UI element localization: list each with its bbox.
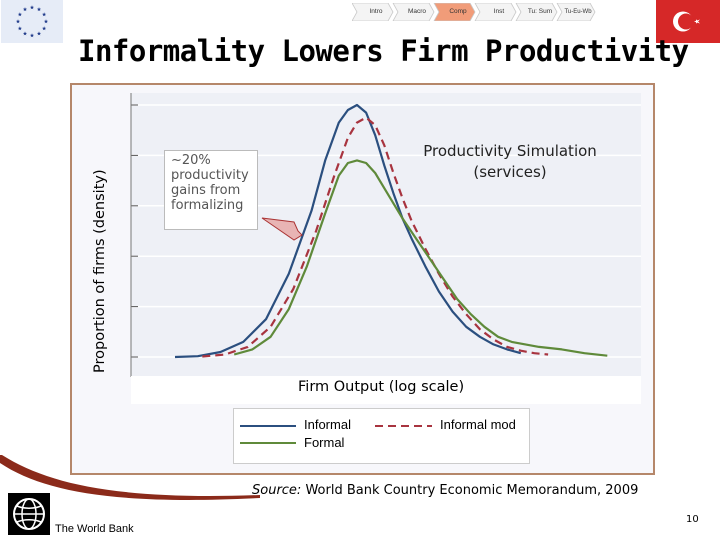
legend-label-formal: Formal — [304, 435, 345, 450]
nav-chevron-shape — [433, 3, 476, 21]
eu-star-icon — [36, 7, 42, 12]
x-axis-label: Firm Output (log scale) — [298, 379, 465, 395]
nav-item-macro[interactable]: Macro — [407, 7, 427, 15]
page-title: Informality Lowers Firm Productivity — [78, 34, 689, 68]
legend-label-informal: Informal — [304, 417, 351, 432]
y-ticks — [130, 93, 138, 377]
eu-star-icon — [42, 12, 47, 17]
source-prefix: Source: — [252, 483, 302, 498]
nav-chevron-shape — [392, 3, 435, 21]
x-axis-label-box — [131, 376, 641, 404]
page-number: 10 — [686, 514, 699, 525]
callout-pointer — [261, 217, 303, 241]
callout-box: ~20% productivity gains from formalizing — [164, 150, 258, 230]
world-bank-text: The World Bank — [55, 523, 134, 535]
eu-star-icon — [17, 26, 22, 31]
turkey-flag-icon — [656, 0, 720, 43]
nav-chevron-shape — [474, 3, 517, 21]
source-text: World Bank Country Economic Memorandum, … — [305, 483, 639, 498]
eu-star-icon — [36, 31, 42, 36]
nav-chevron-shape — [556, 3, 596, 21]
nav-item-tu-sum[interactable]: Tu: Sum — [527, 7, 553, 15]
simulation-title: Productivity Simulation (services) — [423, 142, 597, 181]
legend-swatches — [240, 425, 432, 444]
nav-item-comp[interactable]: Comp — [449, 7, 467, 15]
series-line-informal — [174, 103, 522, 359]
nav-chevron-shape — [352, 3, 394, 21]
series-line-formal — [233, 159, 608, 357]
plot-area — [131, 93, 641, 377]
eu-star-icon — [29, 33, 35, 38]
series-lines — [174, 103, 608, 359]
section-nav: Intro Macro Comp Inst Tu: Sum Tu-Eu-Wb — [352, 3, 600, 23]
nav-item-intro[interactable]: Intro — [369, 7, 383, 15]
y-axis-label: Proportion of firms (density) — [92, 169, 108, 373]
world-bank-logo-icon — [8, 493, 50, 535]
series-line-informal-mod — [202, 116, 549, 358]
nav-chevrons — [352, 3, 596, 21]
eu-star-icon — [17, 12, 22, 17]
eu-star-icon — [29, 5, 35, 10]
density-chart — [130, 93, 641, 377]
eu-star-icon — [22, 7, 28, 12]
eu-star-icon — [43, 19, 49, 24]
nav-chevron-shape — [515, 3, 558, 21]
eu-star-icon — [15, 19, 21, 24]
source-note: Source: World Bank Country Economic Memo… — [252, 483, 638, 498]
nav-item-inst[interactable]: Inst — [493, 7, 505, 15]
chart-legend: Informal Informal mod Formal — [233, 408, 530, 464]
legend-label-informal-mod: Informal mod — [440, 417, 516, 432]
footer-swoosh — [0, 455, 260, 500]
eu-stars — [15, 5, 49, 38]
eu-star-icon — [22, 31, 28, 36]
nav-item-tu-eu-wb[interactable]: Tu-Eu-Wb — [564, 9, 592, 15]
eu-star-icon — [42, 26, 47, 31]
eu-flag-icon — [1, 0, 63, 43]
